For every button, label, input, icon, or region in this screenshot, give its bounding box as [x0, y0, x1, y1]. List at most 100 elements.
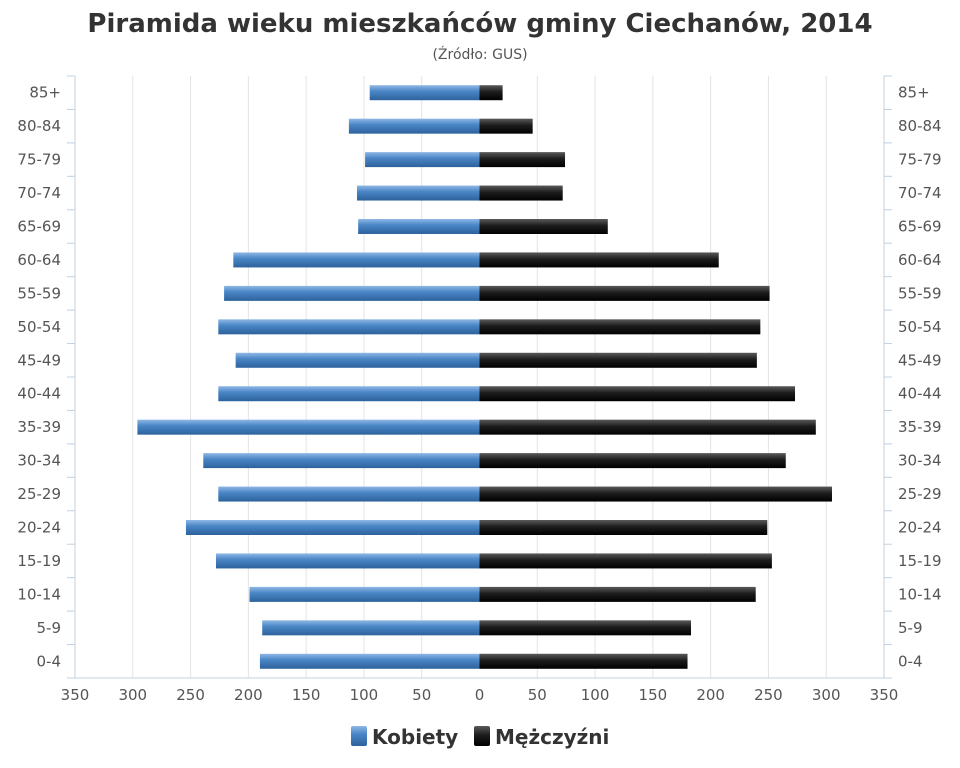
bar-mezczyzni[interactable]	[479, 620, 691, 636]
bar-mezczyzni[interactable]	[479, 553, 772, 569]
category-label-left: 20-24	[17, 519, 61, 537]
bars	[137, 85, 832, 669]
x-tick-label: 200	[234, 686, 263, 704]
category-label-left: 15-19	[17, 552, 61, 570]
x-tick-label: 50	[528, 686, 547, 704]
category-label-right: 30-34	[898, 452, 942, 470]
category-label-right: 70-74	[898, 184, 942, 202]
bar-kobiety[interactable]	[358, 219, 480, 234]
bar-mezczyzni[interactable]	[479, 352, 757, 368]
x-tick-label: 150	[292, 686, 321, 704]
x-tick-label: 250	[176, 686, 205, 704]
bar-kobiety[interactable]	[215, 553, 480, 569]
bar-mezczyzni[interactable]	[479, 453, 786, 469]
bar-kobiety[interactable]	[365, 152, 480, 168]
x-tick-label: 250	[754, 686, 783, 704]
axes	[67, 75, 892, 679]
category-label-left: 0-4	[37, 652, 62, 670]
bar-mezczyzni[interactable]	[479, 118, 533, 134]
category-label-right: 20-24	[898, 519, 942, 537]
legend: Kobiety Mężczyźni	[351, 725, 609, 749]
bar-kobiety[interactable]	[262, 620, 480, 636]
category-label-left: 5-9	[37, 619, 62, 637]
bar-mezczyzni[interactable]	[479, 653, 688, 669]
x-tick-label: 100	[350, 686, 379, 704]
bar-kobiety[interactable]	[233, 252, 480, 268]
x-tick-label: 300	[812, 686, 841, 704]
bar-kobiety[interactable]	[369, 85, 480, 101]
category-label-right: 60-64	[898, 251, 942, 269]
bar-kobiety[interactable]	[224, 285, 480, 301]
bar-kobiety[interactable]	[218, 386, 480, 402]
bar-kobiety[interactable]	[235, 352, 480, 368]
category-label-right: 50-54	[898, 318, 942, 336]
x-tick-label: 200	[696, 686, 725, 704]
bar-mezczyzni[interactable]	[479, 252, 719, 268]
bar-kobiety[interactable]	[203, 453, 480, 469]
bar-mezczyzni[interactable]	[479, 219, 608, 234]
x-tick-label: 350	[61, 686, 90, 704]
category-label-left: 70-74	[17, 184, 61, 202]
bar-mezczyzni[interactable]	[479, 152, 566, 168]
bar-kobiety[interactable]	[348, 118, 480, 134]
bar-mezczyzni[interactable]	[479, 285, 770, 301]
bar-mezczyzni[interactable]	[479, 520, 768, 535]
category-label-left: 50-54	[17, 318, 61, 336]
category-label-right: 35-39	[898, 418, 942, 436]
x-tick-label: 50	[412, 686, 431, 704]
category-label-left: 10-14	[17, 585, 61, 603]
bar-kobiety[interactable]	[218, 319, 480, 335]
category-label-right: 85+	[898, 84, 930, 102]
bar-mezczyzni[interactable]	[479, 85, 503, 101]
category-label-left: 25-29	[17, 485, 61, 503]
bar-mezczyzni[interactable]	[479, 486, 832, 502]
bar-kobiety[interactable]	[259, 653, 480, 669]
category-label-left: 30-34	[17, 452, 61, 470]
bar-mezczyzni[interactable]	[479, 586, 756, 602]
x-tick-label: 0	[475, 686, 485, 704]
bar-mezczyzni[interactable]	[479, 386, 796, 402]
category-label-left: 60-64	[17, 251, 61, 269]
category-label-right: 15-19	[898, 552, 942, 570]
bar-kobiety[interactable]	[218, 486, 480, 502]
category-label-left: 85+	[29, 84, 61, 102]
category-label-right: 40-44	[898, 385, 942, 403]
chart-subtitle: (Źródło: GUS)	[432, 45, 527, 63]
legend-swatch-mezczyzni	[474, 726, 490, 746]
category-label-left: 55-59	[17, 284, 61, 302]
category-label-left: 65-69	[17, 218, 61, 236]
category-label-right: 10-14	[898, 585, 942, 603]
category-label-left: 40-44	[17, 385, 61, 403]
x-tick-label: 150	[639, 686, 668, 704]
legend-swatch-kobiety	[351, 726, 367, 746]
bar-kobiety[interactable]	[185, 520, 480, 535]
x-tick-labels: 350 300 250 200 150 100 50 0 50 100 150 200 250 300 35…	[61, 686, 899, 704]
category-label-right: 25-29	[898, 485, 942, 503]
category-label-right: 65-69	[898, 218, 942, 236]
bar-kobiety[interactable]	[356, 185, 480, 201]
bar-mezczyzni[interactable]	[479, 185, 563, 201]
category-label-left: 75-79	[17, 151, 61, 169]
x-tick-label: 350	[870, 686, 899, 704]
bar-mezczyzni[interactable]	[479, 319, 761, 335]
category-labels: 85+ 85+ 80-84 80-84 75-79 75-79 70-74 70-74 65-6…	[17, 84, 941, 671]
legend-label-kobiety: Kobiety	[372, 725, 458, 749]
category-label-right: 45-49	[898, 351, 942, 369]
x-tick-label: 100	[581, 686, 610, 704]
category-label-left: 80-84	[17, 117, 61, 135]
legend-label-mezczyzni: Mężczyźni	[495, 725, 609, 749]
x-tick-label: 300	[118, 686, 147, 704]
category-label-right: 75-79	[898, 151, 942, 169]
category-label-right: 55-59	[898, 284, 942, 302]
category-label-left: 35-39	[17, 418, 61, 436]
category-label-right: 80-84	[898, 117, 942, 135]
category-label-right: 5-9	[898, 619, 923, 637]
bar-kobiety[interactable]	[137, 419, 480, 435]
bar-mezczyzni[interactable]	[479, 419, 816, 435]
bar-kobiety[interactable]	[249, 586, 480, 602]
category-label-left: 45-49	[17, 351, 61, 369]
chart-title: Piramida wieku mieszkańców gminy Ciechan…	[87, 9, 872, 39]
category-label-right: 0-4	[898, 652, 923, 670]
